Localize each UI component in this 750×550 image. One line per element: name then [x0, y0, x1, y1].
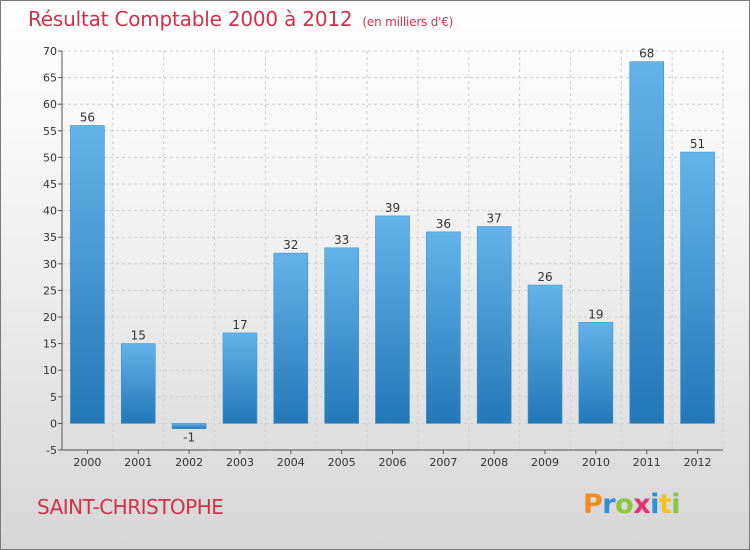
logo-letter: i — [671, 489, 681, 520]
x-tick-label: 2011 — [633, 456, 661, 469]
bar — [222, 332, 258, 424]
data-labels: 56 15 -1 17 32 33 39 36 37 26 19 68 51 — [80, 47, 705, 445]
data-label: -1 — [183, 431, 195, 445]
logo-letter: t — [658, 489, 672, 520]
x-tick-label: 2007 — [429, 456, 457, 469]
town-name: SAINT-CHRISTOPHE — [37, 495, 224, 519]
data-label: 32 — [283, 238, 298, 252]
x-tick-label: 2010 — [582, 456, 610, 469]
data-label: 15 — [131, 329, 146, 343]
x-tick-label: 2012 — [684, 456, 712, 469]
data-label: 68 — [639, 47, 654, 61]
y-tick-label: 0 — [50, 417, 57, 430]
data-label: 51 — [690, 137, 705, 151]
y-tick-label: 10 — [43, 364, 57, 377]
x-tick-label: 2009 — [531, 456, 559, 469]
y-tick-label: 15 — [43, 338, 57, 351]
x-tick-label: 2003 — [226, 456, 254, 469]
bar — [578, 322, 614, 424]
data-label: 37 — [487, 212, 502, 226]
y-tick-label: 60 — [43, 98, 57, 111]
y-tick-label: 45 — [43, 178, 57, 191]
y-tick-label: 40 — [43, 205, 57, 218]
data-label: 19 — [588, 307, 603, 321]
bar — [324, 247, 359, 424]
y-tick-label: 35 — [43, 231, 57, 244]
title-text: Résultat Comptable 2000 à 2012 — [28, 7, 353, 31]
y-tick-label: 50 — [43, 151, 57, 164]
data-label: 56 — [80, 110, 95, 124]
x-tick-label: 2000 — [73, 456, 101, 469]
bar — [375, 215, 410, 424]
bar — [527, 284, 563, 424]
y-tick-label: 20 — [43, 311, 57, 324]
data-label: 26 — [537, 270, 552, 284]
logo-letter: o — [615, 489, 634, 520]
bars — [70, 61, 715, 430]
y-tick-label: 25 — [43, 284, 57, 297]
data-label: 17 — [232, 318, 247, 332]
y-tick-label: 65 — [43, 72, 57, 85]
data-label: 33 — [334, 233, 349, 247]
logo-letter: i — [650, 489, 659, 520]
bar — [120, 343, 156, 424]
x-tick-label: 2001 — [124, 456, 152, 469]
x-tick-label: 2002 — [175, 456, 203, 469]
y-tick-label: -5 — [46, 444, 57, 457]
x-tick-label: 2004 — [277, 456, 305, 469]
chart-title: Résultat Comptable 2000 à 2012 (en millie… — [28, 7, 453, 31]
logo-letter: P — [583, 489, 603, 520]
bar — [171, 423, 207, 430]
y-tick-label: 5 — [50, 391, 57, 404]
bar — [629, 61, 665, 424]
logo-letter: r — [602, 489, 616, 520]
bar — [426, 231, 461, 424]
bar — [273, 252, 309, 424]
x-tick-label: 2006 — [379, 456, 407, 469]
y-tick-label: 70 — [43, 45, 57, 58]
x-tick-label: 2008 — [480, 456, 508, 469]
data-label: 36 — [436, 217, 451, 231]
y-tick-label: 55 — [43, 125, 57, 138]
y-tick-label: 30 — [43, 258, 57, 271]
bar — [680, 151, 715, 424]
bar — [70, 125, 105, 424]
data-label: 39 — [385, 201, 400, 215]
logo-letter: x — [633, 489, 651, 520]
proxiti-logo: Proxiti — [583, 489, 681, 520]
x-tick-label: 2005 — [328, 456, 356, 469]
title-unit: (en milliers d'€) — [362, 15, 454, 29]
axes: -5 0 5 10 15 20 25 30 35 40 45 50 55 60 65 70 2000 2001 20… — [43, 45, 723, 469]
bar — [476, 226, 512, 424]
